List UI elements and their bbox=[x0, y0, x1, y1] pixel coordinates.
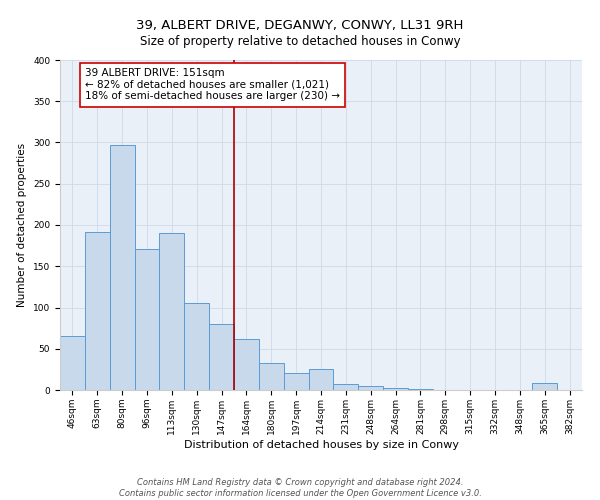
Text: Contains HM Land Registry data © Crown copyright and database right 2024.
Contai: Contains HM Land Registry data © Crown c… bbox=[119, 478, 481, 498]
Bar bbox=[259, 363, 284, 390]
Bar bbox=[532, 384, 557, 390]
Bar bbox=[334, 384, 358, 390]
Bar bbox=[160, 233, 184, 390]
Bar bbox=[209, 324, 234, 390]
Bar bbox=[234, 339, 259, 390]
Bar bbox=[85, 232, 110, 390]
Bar bbox=[383, 388, 408, 390]
Bar bbox=[308, 370, 334, 390]
Text: Size of property relative to detached houses in Conwy: Size of property relative to detached ho… bbox=[140, 34, 460, 48]
Text: 39 ALBERT DRIVE: 151sqm
← 82% of detached houses are smaller (1,021)
18% of semi: 39 ALBERT DRIVE: 151sqm ← 82% of detache… bbox=[85, 68, 340, 102]
Bar bbox=[110, 145, 134, 390]
X-axis label: Distribution of detached houses by size in Conwy: Distribution of detached houses by size … bbox=[184, 440, 458, 450]
Bar bbox=[284, 372, 308, 390]
Text: 39, ALBERT DRIVE, DEGANWY, CONWY, LL31 9RH: 39, ALBERT DRIVE, DEGANWY, CONWY, LL31 9… bbox=[136, 20, 464, 32]
Bar bbox=[60, 336, 85, 390]
Bar bbox=[408, 389, 433, 390]
Y-axis label: Number of detached properties: Number of detached properties bbox=[17, 143, 28, 307]
Bar bbox=[134, 249, 160, 390]
Bar bbox=[184, 304, 209, 390]
Bar bbox=[358, 386, 383, 390]
